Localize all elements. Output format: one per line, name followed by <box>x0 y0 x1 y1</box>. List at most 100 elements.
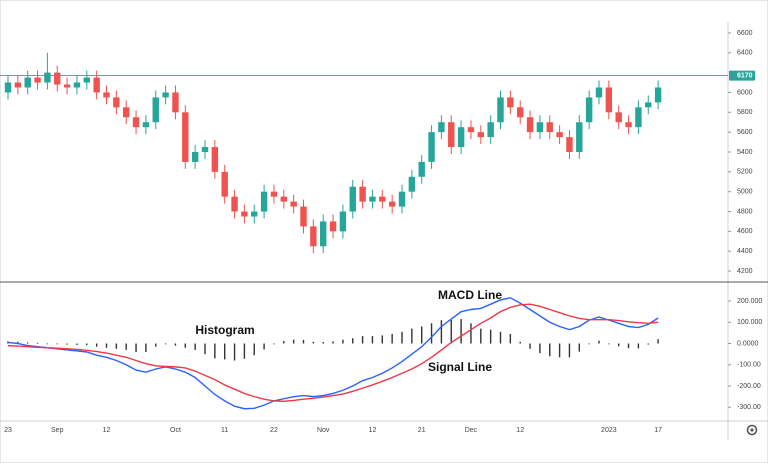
candle-body <box>379 196 386 202</box>
candle-body <box>4 82 12 93</box>
x-tick-label: 22 <box>270 427 278 434</box>
candle-body <box>497 97 504 123</box>
macd-series-line <box>7 297 659 410</box>
candle-body <box>201 147 209 152</box>
histogram-bar <box>46 343 49 345</box>
x-tick-label: 12 <box>103 427 111 434</box>
y-tick-label: 4800 <box>737 208 753 215</box>
candle-body <box>142 122 150 128</box>
histogram-bar <box>214 343 216 359</box>
histogram-bar <box>549 343 551 357</box>
candle-body <box>320 221 327 247</box>
histogram-bar <box>489 329 492 344</box>
y-tick-label: 200.000 <box>737 298 762 305</box>
histogram-bar <box>529 343 531 349</box>
histogram-bar <box>480 328 482 344</box>
histogram-bar <box>56 343 58 345</box>
y-tick-label: 5400 <box>737 149 753 156</box>
histogram-bar <box>125 343 127 350</box>
candle-body <box>507 97 514 108</box>
histogram-bar <box>509 333 512 344</box>
candle-body <box>162 92 169 98</box>
histogram-bar <box>588 343 590 345</box>
candle-body <box>526 117 534 133</box>
candle-body <box>300 206 307 227</box>
x-tick-label: Nov <box>317 427 330 434</box>
candle-body <box>654 87 662 103</box>
histogram-bar <box>637 343 640 349</box>
candle-body <box>221 171 228 197</box>
candle-body <box>24 77 31 88</box>
histogram-bar <box>184 343 186 348</box>
candle-body <box>310 226 317 247</box>
histogram-bar <box>342 339 344 344</box>
x-tick-label: Oct <box>170 427 181 434</box>
histogram-bar <box>361 336 364 344</box>
candle-body <box>438 122 445 133</box>
histogram-bar <box>164 343 167 345</box>
histogram-bar <box>115 343 118 349</box>
candle-body <box>290 201 297 207</box>
candle-body <box>260 191 268 212</box>
candle-body <box>152 97 159 123</box>
candle-body <box>231 196 238 212</box>
histogram-bar <box>283 340 285 344</box>
candle-body <box>349 186 356 212</box>
histogram-bar <box>450 320 452 344</box>
y-tick-label: -300.00 <box>737 404 761 411</box>
candle-body <box>595 87 603 98</box>
candle-body <box>103 92 110 98</box>
candle-body <box>408 176 416 192</box>
candle-body <box>517 107 524 118</box>
candle-body <box>418 161 425 177</box>
histogram-bar <box>27 342 29 344</box>
x-tick-label: 11 <box>221 427 228 434</box>
x-tick-label: 12 <box>516 427 524 434</box>
histogram-bar <box>36 342 39 344</box>
candle-body <box>605 87 613 113</box>
price-line-label: 6170 <box>737 72 753 79</box>
settings-gear[interactable] <box>746 424 758 436</box>
candle-body <box>54 72 61 85</box>
x-tick-label: 17 <box>654 427 662 434</box>
settings-hub[interactable] <box>750 428 754 432</box>
x-tick-label: 21 <box>418 427 426 434</box>
candle-body <box>585 97 593 123</box>
histogram-bar <box>273 343 275 345</box>
candle-body <box>83 77 90 83</box>
histogram-bar <box>539 343 541 354</box>
histogram-bar <box>86 343 88 346</box>
y-tick-label: 6400 <box>737 50 753 57</box>
histogram-bar <box>243 343 246 359</box>
candle-body <box>615 112 622 123</box>
series-annotation: Histogram <box>195 323 254 337</box>
histogram-bar <box>135 343 137 352</box>
histogram-bar <box>105 343 108 348</box>
histogram-bar <box>145 343 147 352</box>
candle-body <box>191 151 199 162</box>
price-line-badge <box>729 70 755 81</box>
y-tick-label: 5600 <box>737 129 753 136</box>
histogram-bar <box>194 343 196 350</box>
histogram-bar <box>430 323 433 344</box>
candle-body <box>477 132 484 138</box>
histogram-bar <box>76 343 78 345</box>
histogram-bar <box>558 343 561 358</box>
candle-body <box>625 122 632 128</box>
candle-body <box>398 191 406 207</box>
candle-body <box>635 107 642 128</box>
histogram-bar <box>292 339 295 344</box>
histogram-bar <box>302 339 305 344</box>
y-tick-label: 6000 <box>737 89 753 96</box>
histogram-bar <box>578 343 580 352</box>
histogram-bar <box>322 342 324 344</box>
histogram-bar <box>352 338 354 344</box>
y-tick-label: 5800 <box>737 109 753 116</box>
y-tick-label: 4400 <box>737 248 753 255</box>
histogram-bar <box>411 328 413 344</box>
settings-icon[interactable] <box>746 424 758 436</box>
histogram-bar <box>391 333 393 344</box>
histogram-bar <box>174 343 177 346</box>
x-tick-label: 2023 <box>601 427 617 434</box>
